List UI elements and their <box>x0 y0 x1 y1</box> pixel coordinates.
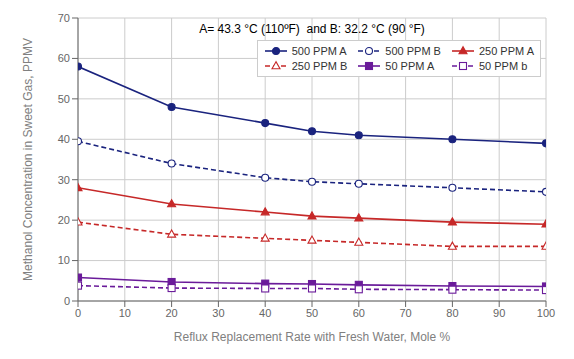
svg-text:0: 0 <box>75 307 81 319</box>
html-text:50 PPM b: 50 PPM b <box>479 60 528 72</box>
html-text:500 PPM A: 500 PPM A <box>291 45 347 57</box>
svg-text:90: 90 <box>493 307 505 319</box>
svg-text:Reflux Replacement Rate with F: Reflux Replacement Rate with Fresh Water… <box>174 330 451 344</box>
svg-text:10: 10 <box>119 307 131 319</box>
svg-text:50: 50 <box>58 93 70 105</box>
svg-text:70: 70 <box>58 12 70 24</box>
svg-text:30: 30 <box>58 174 70 186</box>
svg-text:20: 20 <box>58 214 70 226</box>
html-text:250 PPM A: 250 PPM A <box>479 45 534 57</box>
svg-text:20: 20 <box>165 307 177 319</box>
svg-text:Methanol Concentration in Swee: Methanol Concentration in Sweet Gas, PPM… <box>21 38 35 281</box>
svg-text:70: 70 <box>399 307 411 319</box>
html-text:A= 43.3 °C (110ºF) and B: 32.2: A= 43.3 °C (110ºF) and B: 32.2 °C (90 °F… <box>199 22 425 36</box>
svg-text:60: 60 <box>353 307 365 319</box>
svg-text:10: 10 <box>58 254 70 266</box>
svg-text:80: 80 <box>446 307 458 319</box>
svg-text:50: 50 <box>306 307 318 319</box>
svg-text:40: 40 <box>58 133 70 145</box>
svg-text:40: 40 <box>259 307 271 319</box>
html-text:250 PPM B: 250 PPM B <box>291 60 348 72</box>
html-text:500 PPM B: 500 PPM B <box>385 45 441 57</box>
svg-text:0: 0 <box>64 295 70 307</box>
svg-text:30: 30 <box>212 307 224 319</box>
svg-text:60: 60 <box>58 52 70 64</box>
html-text:50 PPM A: 50 PPM A <box>385 60 435 72</box>
svg-text:100: 100 <box>537 307 555 319</box>
